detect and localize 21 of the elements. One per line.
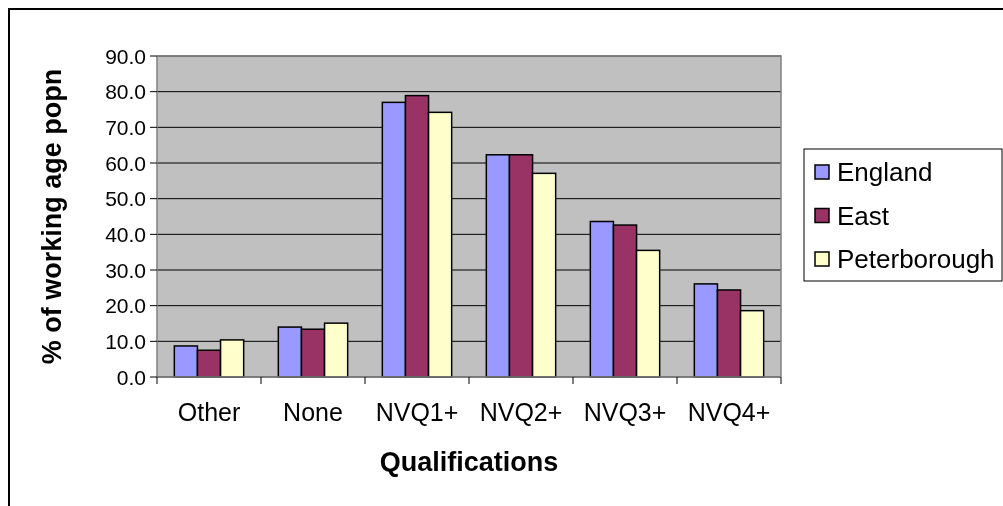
y-tick-label: 70.0 bbox=[105, 115, 146, 139]
y-tick-label: 0.0 bbox=[116, 365, 146, 389]
x-tick-label: NVQ1+ bbox=[375, 398, 459, 426]
x-tick-label: NVQ2+ bbox=[479, 398, 563, 426]
y-tick-label: 10.0 bbox=[105, 329, 146, 353]
legend-label: England bbox=[837, 157, 933, 188]
x-axis-title: Qualifications bbox=[379, 447, 559, 477]
x-tick-label: NVQ4+ bbox=[687, 398, 771, 426]
y-tick-label: 90.0 bbox=[105, 44, 146, 68]
y-tick-label: 30.0 bbox=[105, 258, 146, 282]
y-tick-label: 80.0 bbox=[105, 80, 146, 104]
y-axis-title: % of working age popn bbox=[37, 68, 67, 365]
x-tick-label: NVQ3+ bbox=[583, 398, 667, 426]
legend-label: Peterborough bbox=[837, 244, 995, 275]
y-tick-label: 50.0 bbox=[105, 187, 146, 211]
legend-label: East bbox=[837, 200, 890, 231]
y-tick-label: 20.0 bbox=[105, 294, 146, 318]
y-tick-label: 60.0 bbox=[105, 151, 146, 175]
y-tick-label: 40.0 bbox=[105, 222, 146, 246]
x-tick-label: None bbox=[283, 398, 343, 426]
x-tick-label: Other bbox=[177, 398, 241, 426]
